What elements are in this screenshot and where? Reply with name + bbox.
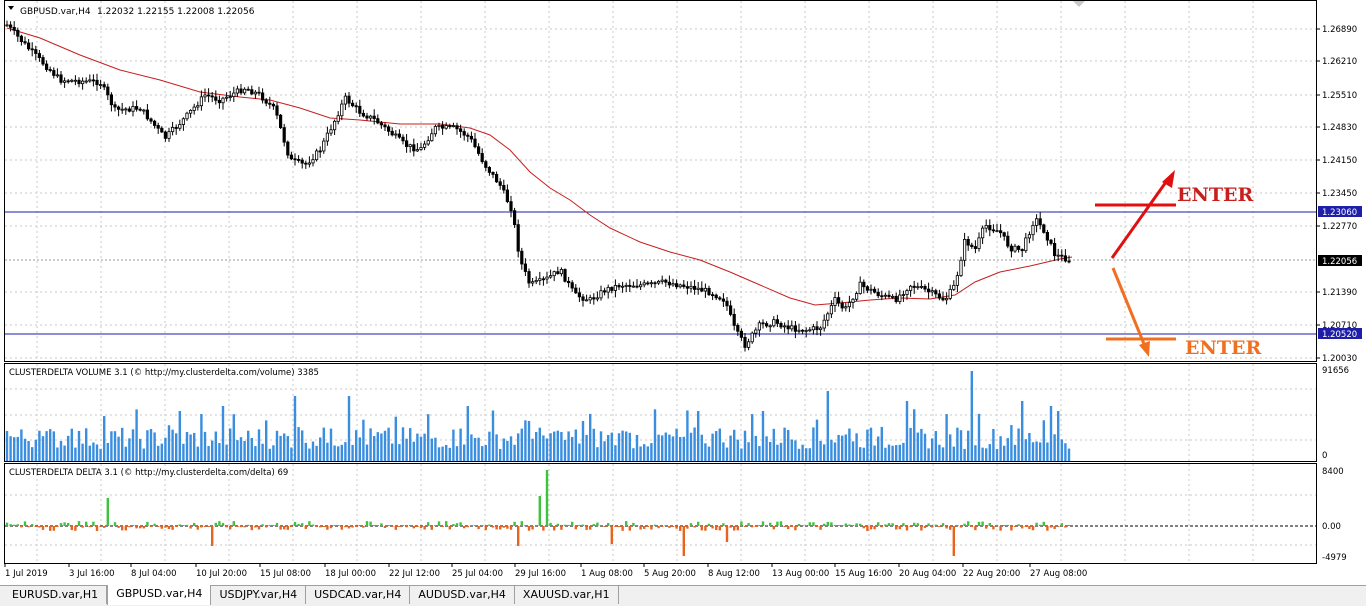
price-tick-label: 1.20030 xyxy=(1322,354,1357,364)
time-tick-label: 25 Jul 04:00 xyxy=(452,569,503,579)
delta-axis-min: -4979 xyxy=(1322,553,1347,563)
volume-bars xyxy=(5,371,1071,461)
price-tick-label: 1.25510 xyxy=(1322,91,1357,101)
chart-ohlc: 1.22032 1.22155 1.22008 1.22056 xyxy=(97,7,255,17)
time-tick-label: 10 Jul 20:00 xyxy=(196,569,247,579)
moving-average xyxy=(6,27,1073,306)
tab-eurusd[interactable]: EURUSD.var,H1 xyxy=(4,586,108,604)
arrow-up-icon xyxy=(1162,170,1175,188)
volume-panel-label: CLUSTERDELTA VOLUME 3.1 (© http://my.clu… xyxy=(9,368,319,378)
current-price-badge xyxy=(1318,255,1362,266)
delta-panel[interactable] xyxy=(4,463,1317,564)
tab-usdcad[interactable]: USDCAD.var,H4 xyxy=(306,586,411,604)
enter-long-annotation: ENTER xyxy=(1095,170,1253,259)
delta-axis-zero: 0.00 xyxy=(1322,522,1341,532)
chart-symbol: GBPUSD.var,H4 xyxy=(20,7,91,17)
time-tick-label: 15 Jul 08:00 xyxy=(260,569,311,579)
time-axis: 1 Jul 2019 3 Jul 16:00 8 Jul 04:00 10 Jul 2… xyxy=(4,563,1087,579)
chart-canvas[interactable]: 1.26890 1.26210 1.25510 1.24830 1.24150 1.234… xyxy=(0,0,1366,585)
current-price: 1.22056 xyxy=(1322,257,1357,267)
price-tick-label: 1.20710 xyxy=(1322,321,1357,331)
time-tick-label: 27 Aug 08:00 xyxy=(1030,569,1087,579)
price-tick-label: 1.22770 xyxy=(1322,222,1357,232)
volume-axis-min: 0 xyxy=(1322,451,1327,461)
price-axis: 1.26890 1.26210 1.25510 1.24830 1.24150 1.234… xyxy=(1316,25,1357,364)
enter-short-annotation: ENTER xyxy=(1106,267,1261,359)
price-tick-label: 1.26890 xyxy=(1322,25,1357,35)
delta-panel-label: CLUSTERDELTA DELTA 3.1 (© http://my.clus… xyxy=(9,468,288,478)
scroll-marker-icon[interactable] xyxy=(1073,1,1085,7)
time-tick-label: 18 Jul 00:00 xyxy=(325,569,376,579)
level-high-price: 1.23060 xyxy=(1322,208,1357,218)
time-tick-label: 13 Aug 00:00 xyxy=(772,569,829,579)
price-tick-label: 1.26210 xyxy=(1322,57,1357,67)
time-tick-label: 22 Jul 12:00 xyxy=(389,569,440,579)
price-tick-label: 1.23450 xyxy=(1322,189,1357,199)
arrow-down-icon xyxy=(1139,341,1150,357)
tab-usdjpy[interactable]: USDJPY.var,H4 xyxy=(211,586,307,604)
time-tick-label: 15 Aug 16:00 xyxy=(835,569,892,579)
price-tick-label: 1.21390 xyxy=(1322,288,1357,298)
ma-line xyxy=(6,27,1073,306)
tab-audusd[interactable]: AUDUSD.var,H4 xyxy=(410,586,515,604)
symbol-tab-bar: EURUSD.var,H1 GBPUSD.var,H4 USDJPY.var,H… xyxy=(0,585,1366,606)
price-candles xyxy=(5,20,1071,352)
level-low-price: 1.20520 xyxy=(1322,330,1357,340)
delta-axis-max: 8400 xyxy=(1322,467,1344,477)
time-tick-label: 3 Jul 16:00 xyxy=(69,569,115,579)
grid-lines xyxy=(5,1,1316,563)
menu-triangle-icon[interactable] xyxy=(8,6,14,10)
time-tick-label: 1 Aug 08:00 xyxy=(581,569,633,579)
enter-top-label: ENTER xyxy=(1177,184,1253,206)
time-tick-label: 1 Jul 2019 xyxy=(5,569,48,579)
price-tick-label: 1.24150 xyxy=(1322,156,1357,166)
time-tick-label: 8 Jul 04:00 xyxy=(131,569,177,579)
horizontal-levels[interactable] xyxy=(5,211,1316,335)
tab-gbpusd[interactable]: GBPUSD.var,H4 xyxy=(107,585,212,605)
time-tick-label: 8 Aug 12:00 xyxy=(708,569,760,579)
level-low-badge xyxy=(1318,328,1362,339)
time-tick-label: 22 Aug 20:00 xyxy=(963,569,1020,579)
level-high-badge xyxy=(1318,206,1362,217)
time-tick-label: 5 Aug 20:00 xyxy=(644,569,696,579)
time-tick-label: 20 Aug 04:00 xyxy=(899,569,956,579)
volume-axis-max: 91656 xyxy=(1322,366,1349,376)
delta-bars xyxy=(5,470,1071,556)
price-tick-label: 1.24830 xyxy=(1322,123,1357,133)
tab-xauusd[interactable]: XAUUSD.var,H1 xyxy=(515,586,619,604)
time-tick-label: 29 Jul 16:00 xyxy=(515,569,566,579)
main-chart-panel[interactable] xyxy=(4,0,1317,362)
enter-bottom-label: ENTER xyxy=(1185,337,1261,359)
